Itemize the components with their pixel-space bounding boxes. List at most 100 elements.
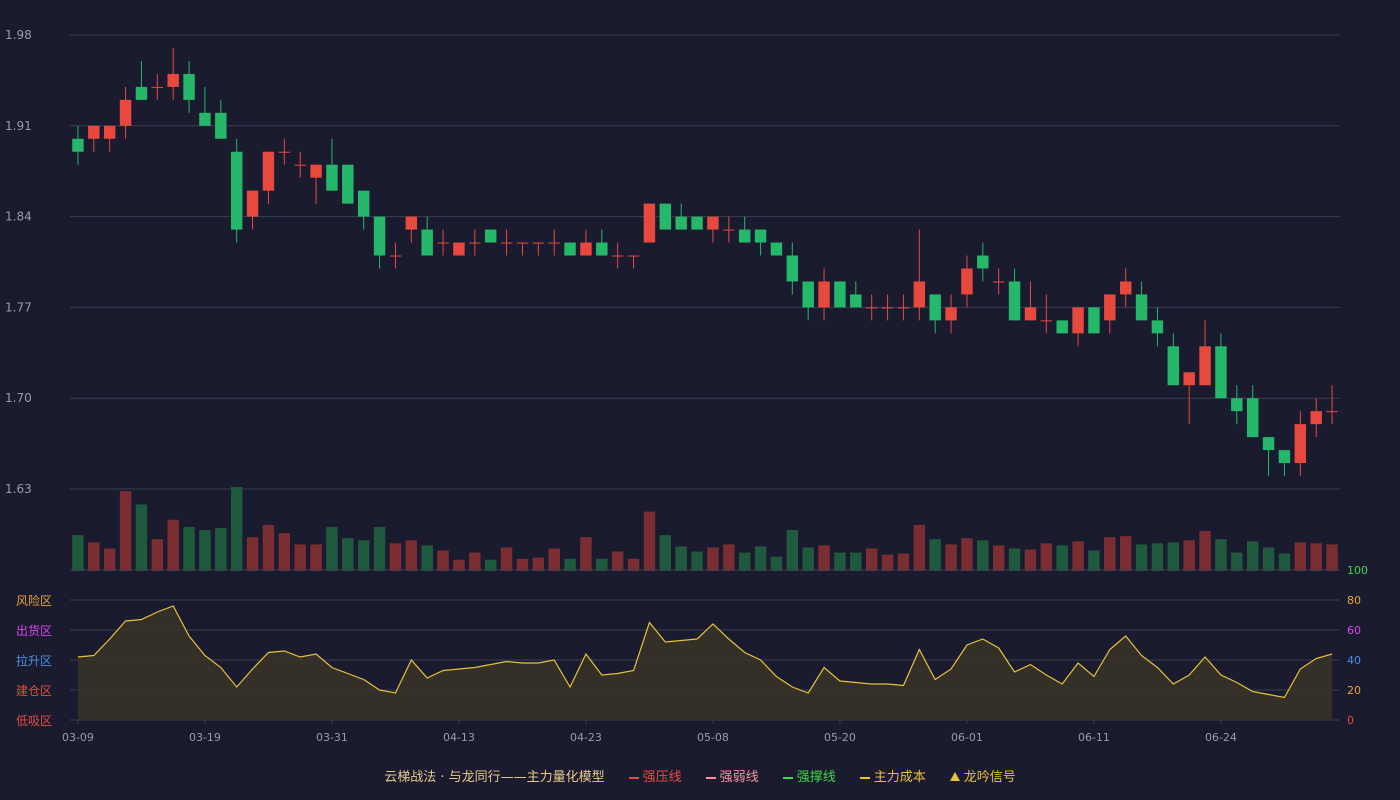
- candle-body: [580, 242, 592, 256]
- volume-bar: [1072, 541, 1084, 571]
- candle-body: [1088, 307, 1100, 334]
- candle-body: [532, 242, 545, 244]
- candle-body: [850, 294, 862, 308]
- legend-label: 龙吟信号: [963, 770, 1016, 785]
- candle-body: [1056, 320, 1068, 334]
- candle-body: [119, 99, 132, 126]
- volume-bar: [738, 552, 751, 571]
- legend-item: 强压线: [628, 766, 682, 785]
- candle-body: [389, 255, 402, 257]
- candle-body: [1008, 281, 1021, 321]
- volume-bar: [1262, 547, 1275, 571]
- legend-label: 云梯战法 · 与龙同行——主力量化模型: [384, 770, 605, 785]
- volume-bar: [786, 530, 799, 571]
- volume-bar: [627, 558, 640, 571]
- volume-bar: [389, 543, 402, 571]
- candle-body: [881, 307, 894, 309]
- candle-body: [453, 242, 465, 256]
- candle-body: [262, 151, 275, 191]
- zone-label: 建仓区: [16, 684, 52, 698]
- price-tick-label: 1.63: [5, 482, 32, 496]
- candle-body: [691, 216, 703, 230]
- volume-bar: [246, 537, 259, 571]
- oscillator-area: [77, 606, 1333, 720]
- x-tick-label: 03-19: [189, 731, 221, 744]
- volume-bar: [103, 548, 116, 571]
- candle-body: [230, 151, 243, 230]
- volume-bar: [215, 527, 227, 571]
- candle-body: [929, 294, 941, 321]
- volume-bar: [723, 544, 735, 571]
- volume-bar: [469, 552, 481, 571]
- legend-label: 强弱线: [719, 770, 759, 785]
- legend-label: 强压线: [642, 770, 682, 785]
- volume-bar: [1024, 549, 1037, 571]
- volume-bar: [1135, 544, 1148, 571]
- volume-bar: [1183, 540, 1195, 571]
- candle-body: [1072, 307, 1084, 334]
- x-tick-label: 03-31: [316, 731, 348, 744]
- candle-body: [1199, 346, 1211, 386]
- candle-body: [215, 112, 227, 139]
- candle-body: [1294, 424, 1307, 464]
- volume-bars: [72, 487, 1338, 571]
- candle-body: [373, 216, 386, 256]
- x-tick-label: 06-01: [951, 731, 983, 744]
- volume-bar: [294, 544, 306, 571]
- candle-body: [738, 229, 751, 243]
- x-tick-label: 04-13: [443, 731, 475, 744]
- volume-bar: [1040, 543, 1053, 571]
- volume-bar: [675, 546, 687, 571]
- volume-bar: [1215, 539, 1227, 571]
- legend-swatch: [705, 776, 716, 779]
- price-tick-label: 1.77: [5, 300, 32, 314]
- oscillator-tick-label: 100: [1347, 564, 1368, 577]
- volume-bar: [977, 540, 989, 571]
- volume-bar: [373, 526, 386, 571]
- grid-lines: [70, 34, 1340, 490]
- volume-bar: [564, 558, 576, 571]
- volume-bar: [596, 558, 608, 571]
- candle-body: [802, 281, 814, 308]
- candle-body: [278, 151, 291, 153]
- volume-bar: [1278, 553, 1291, 571]
- legend-swatch: [949, 772, 960, 781]
- oscillator-tick-label: 60: [1347, 624, 1361, 637]
- candle-body: [326, 164, 338, 191]
- x-tick-label: 03-09: [62, 731, 94, 744]
- candle-body: [1183, 372, 1195, 386]
- candle-body: [1104, 294, 1116, 321]
- volume-bar: [342, 538, 354, 571]
- legend-swatch: [859, 776, 870, 779]
- volume-bar: [183, 526, 195, 571]
- candle-body: [643, 203, 656, 243]
- volume-bar: [310, 544, 322, 571]
- volume-bar: [405, 540, 418, 571]
- legend-item: 云梯战法 · 与龙同行——主力量化模型: [384, 766, 604, 785]
- candle-body: [945, 307, 957, 321]
- price-tick-label: 1.84: [5, 210, 32, 224]
- candle-body: [548, 242, 560, 244]
- legend-label: 主力成本: [873, 770, 926, 785]
- legend: 云梯战法 · 与龙同行——主力量化模型 强压线 强弱线 强撑线 主力成本 龙吟信号: [0, 766, 1400, 785]
- candle-body: [913, 281, 926, 308]
- candle-body: [627, 255, 640, 257]
- candle-body: [1215, 346, 1227, 399]
- volume-bar: [659, 535, 672, 571]
- volume-bar: [1104, 537, 1116, 571]
- candle-body: [342, 164, 354, 204]
- zone-label: 低吸区: [16, 714, 52, 728]
- volume-bar: [1088, 550, 1100, 571]
- x-tick-label: 05-20: [824, 731, 856, 744]
- legend-item: 强弱线: [705, 766, 759, 785]
- candle-body: [961, 268, 973, 295]
- volume-bar: [453, 559, 465, 571]
- zone-label: 出货区: [16, 623, 52, 638]
- volume-bar: [580, 537, 592, 571]
- candle-body: [818, 281, 830, 308]
- volume-bar: [484, 559, 497, 571]
- candle-body: [1119, 281, 1132, 295]
- volume-bar: [1199, 531, 1211, 571]
- volume-bar: [437, 550, 449, 571]
